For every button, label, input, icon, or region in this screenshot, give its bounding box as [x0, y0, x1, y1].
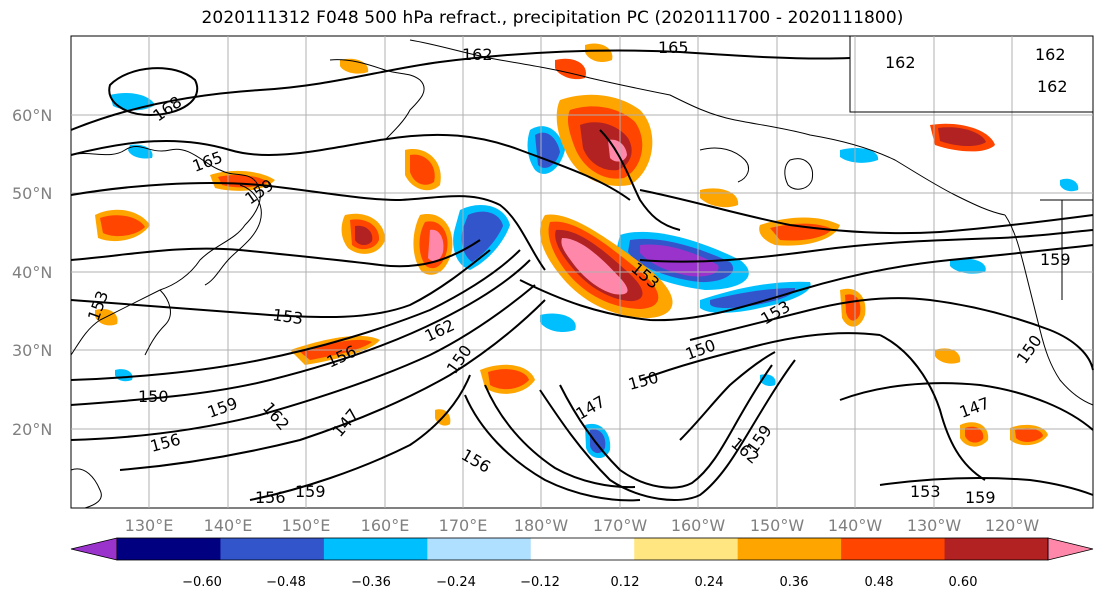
contour-label: 150	[138, 387, 169, 406]
lat-label: 20°N	[12, 420, 52, 439]
colorbar-segment	[220, 538, 325, 560]
colorbar-segment	[323, 538, 428, 560]
lon-label: 140°E	[204, 516, 253, 535]
colorbar-tick-labels: −0.60 −0.48 −0.36 −0.24 −0.12 0.12 0.24 …	[182, 575, 977, 590]
contour-label: 159	[965, 488, 996, 507]
colorbar-tick-label: 0.48	[865, 575, 894, 590]
contour-label: 162	[885, 53, 916, 72]
lat-label: 60°N	[12, 106, 52, 125]
coastlines	[70, 36, 1094, 509]
contour-label: 165	[658, 38, 689, 57]
colorbar-tick-label: −0.12	[520, 575, 560, 590]
lon-label: 150°E	[282, 516, 331, 535]
lon-label: 180°W	[514, 516, 569, 535]
colorbar-tick-label: −0.36	[351, 575, 391, 590]
colorbar	[70, 537, 1094, 561]
colorbar-tick-label: 0.36	[780, 575, 809, 590]
colorbar-extend-max	[1047, 537, 1094, 561]
chart-title: 2020111312 F048 500 hPa refract., precip…	[201, 8, 904, 28]
colorbar-tick-label: −0.24	[436, 575, 476, 590]
lat-label: 50°N	[12, 184, 52, 203]
lon-label: 150°W	[750, 516, 805, 535]
colorbar-tick-label: 0.12	[611, 575, 640, 590]
lon-label: 130°E	[125, 516, 174, 535]
contour-label: 162	[462, 45, 493, 64]
contour-label: 162	[1037, 77, 1068, 96]
lon-label: 170°E	[439, 516, 488, 535]
lon-label: 140°W	[828, 516, 883, 535]
contour-label: 153	[271, 305, 304, 328]
colorbar-segment	[530, 538, 635, 560]
colorbar-tick-label: −0.48	[266, 575, 306, 590]
contour-label: 162	[1035, 45, 1066, 64]
lat-label: 30°N	[12, 341, 52, 360]
colorbar-tick-label: 0.24	[695, 575, 724, 590]
lon-label: 160°W	[671, 516, 726, 535]
contour-label: 153	[910, 482, 941, 501]
colorbar-segment	[427, 538, 532, 560]
lon-label: 130°W	[907, 516, 962, 535]
colorbar-tick-label: 0.60	[949, 575, 978, 590]
lon-label: 170°W	[593, 516, 648, 535]
contours	[70, 49, 1094, 502]
colorbar-segment	[737, 538, 842, 560]
contour-label: 156	[255, 488, 286, 507]
shading-layer	[95, 43, 1079, 459]
colorbar-segment	[841, 538, 946, 560]
colorbar-segment	[944, 538, 1049, 560]
contour-label: 159	[1040, 250, 1071, 269]
colorbar-segment	[117, 538, 221, 560]
contour-label: 159	[295, 482, 326, 501]
lat-label: 40°N	[12, 263, 52, 282]
map-panel: 162 165 168 165 159 153 153 150 159 162 …	[70, 35, 1094, 509]
colorbar-frame	[116, 537, 1049, 561]
longitude-labels: 130°E 140°E 150°E 160°E 170°E 180°W 170°…	[125, 516, 1040, 535]
colorbar-tick-label: −0.60	[182, 575, 222, 590]
colorbar-segment	[634, 538, 739, 560]
lon-label: 120°W	[985, 516, 1040, 535]
colorbar-extend-min	[70, 537, 118, 561]
lon-label: 160°E	[361, 516, 410, 535]
latitude-labels: 60°N 50°N 40°N 30°N 20°N	[12, 106, 52, 439]
